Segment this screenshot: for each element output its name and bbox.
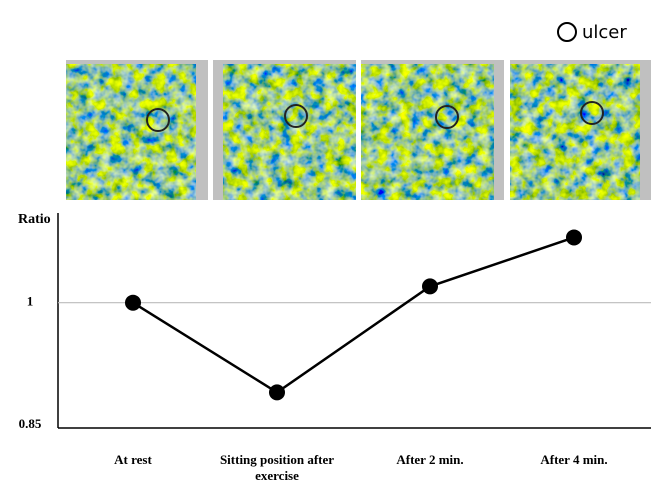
x-tick-label: After 2 min.	[360, 452, 500, 468]
x-tick-label: Sitting position after exercise	[207, 452, 347, 484]
y-tick-label: 0.85	[19, 416, 42, 431]
chart: ulcer Ratio 0.85 1	[0, 0, 651, 489]
y-axis-label: Ratio	[18, 212, 51, 227]
page: ulcer Ratio 0.851 (() => { const data = …	[0, 0, 651, 489]
data-point	[422, 278, 438, 294]
y-tick-label: 1	[27, 294, 34, 309]
legend-label: ulcer	[582, 22, 627, 43]
data-line	[133, 237, 574, 392]
data-point	[269, 384, 285, 400]
x-tick-label: At rest	[63, 452, 203, 468]
data-point	[125, 295, 141, 311]
data-point	[566, 229, 582, 245]
x-tick-label: After 4 min.	[504, 452, 644, 468]
thermal-images	[66, 60, 651, 200]
legend-symbol	[558, 23, 576, 41]
